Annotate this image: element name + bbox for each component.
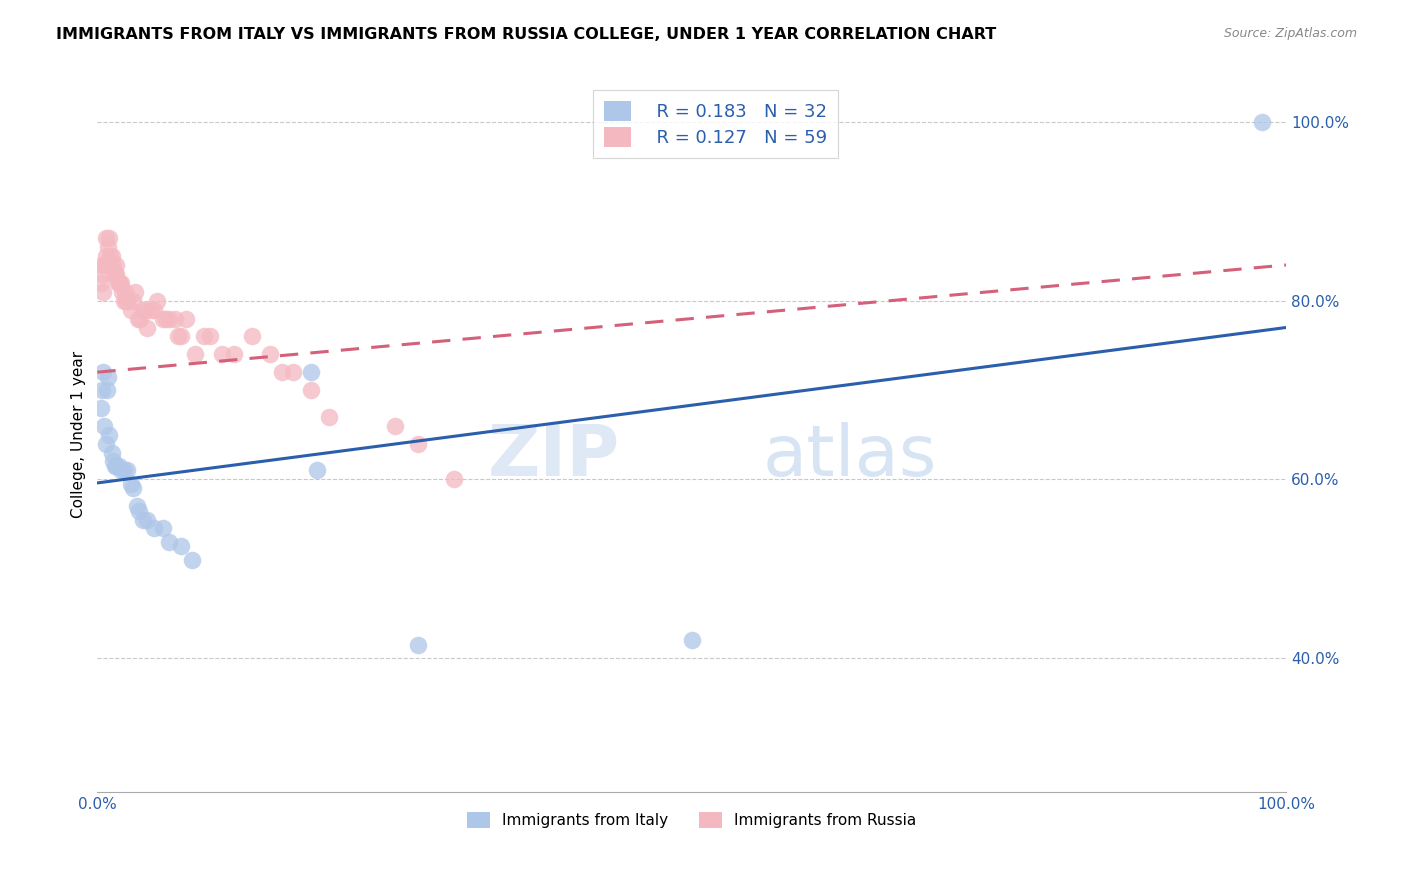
Point	[307, 463, 329, 477]
Point	[100, 445, 122, 459]
Point	[131, 302, 153, 317]
Point	[124, 285, 146, 299]
Point	[131, 512, 153, 526]
Point	[299, 365, 322, 379]
Point	[193, 329, 215, 343]
Point	[143, 302, 166, 317]
Point	[167, 329, 190, 343]
Point	[98, 258, 121, 272]
Point	[681, 633, 703, 648]
Point	[139, 302, 162, 317]
Point	[105, 258, 128, 272]
Text: ZIP: ZIP	[488, 422, 620, 491]
Point	[107, 276, 129, 290]
Point	[115, 463, 138, 477]
Point	[97, 240, 120, 254]
Point	[120, 302, 142, 317]
Point	[91, 258, 114, 272]
Point	[107, 458, 129, 473]
Point	[157, 534, 180, 549]
Point	[125, 499, 148, 513]
Point	[103, 267, 125, 281]
Point	[181, 553, 204, 567]
Point	[94, 231, 117, 245]
Point	[91, 267, 114, 281]
Point	[91, 285, 114, 299]
Point	[94, 249, 117, 263]
Point	[115, 293, 138, 308]
Point	[406, 638, 429, 652]
Point	[104, 458, 127, 473]
Point	[111, 285, 134, 299]
Point	[97, 369, 120, 384]
Point	[104, 267, 127, 281]
Point	[318, 409, 340, 424]
Point	[184, 347, 207, 361]
Point	[222, 347, 245, 361]
Point	[136, 512, 159, 526]
Point	[143, 521, 166, 535]
Point	[115, 293, 138, 308]
Point	[93, 418, 115, 433]
Point	[128, 503, 150, 517]
Point	[122, 481, 145, 495]
Point	[100, 249, 122, 263]
Point	[157, 311, 180, 326]
Point	[443, 472, 465, 486]
Point	[163, 311, 186, 326]
Point	[136, 320, 159, 334]
Point	[176, 311, 198, 326]
Point	[127, 311, 149, 326]
Point	[129, 311, 152, 326]
Point	[112, 463, 135, 477]
Point	[94, 436, 117, 450]
Text: Source: ZipAtlas.com: Source: ZipAtlas.com	[1223, 27, 1357, 40]
Point	[110, 463, 132, 477]
Point	[107, 276, 129, 290]
Point	[101, 454, 124, 468]
Point	[120, 476, 142, 491]
Point	[152, 521, 174, 535]
Point	[169, 329, 191, 343]
Point	[98, 231, 121, 245]
Point	[283, 365, 305, 379]
Point	[91, 365, 114, 379]
Point	[406, 436, 429, 450]
Point	[155, 311, 177, 326]
Point	[384, 418, 406, 433]
Point	[114, 285, 136, 299]
Point	[122, 293, 145, 308]
Point	[270, 365, 292, 379]
Point	[259, 347, 281, 361]
Legend: Immigrants from Italy, Immigrants from Russia: Immigrants from Italy, Immigrants from R…	[461, 805, 922, 834]
Point	[152, 311, 174, 326]
Point	[93, 258, 115, 272]
Point	[146, 293, 169, 308]
Point	[299, 383, 322, 397]
Point	[90, 401, 112, 415]
Point	[91, 383, 114, 397]
Point	[100, 249, 122, 263]
Point	[112, 293, 135, 308]
Point	[240, 329, 263, 343]
Point	[1251, 115, 1274, 129]
Point	[105, 267, 128, 281]
Point	[96, 258, 118, 272]
Point	[110, 276, 132, 290]
Point	[169, 539, 191, 553]
Point	[98, 427, 121, 442]
Text: atlas: atlas	[763, 422, 938, 491]
Point	[101, 258, 124, 272]
Point	[90, 276, 112, 290]
Point	[96, 383, 118, 397]
Point	[105, 458, 128, 473]
Point	[134, 302, 156, 317]
Point	[211, 347, 233, 361]
Point	[200, 329, 222, 343]
Point	[108, 276, 131, 290]
Text: IMMIGRANTS FROM ITALY VS IMMIGRANTS FROM RUSSIA COLLEGE, UNDER 1 YEAR CORRELATIO: IMMIGRANTS FROM ITALY VS IMMIGRANTS FROM…	[56, 27, 997, 42]
Y-axis label: College, Under 1 year: College, Under 1 year	[72, 351, 86, 518]
